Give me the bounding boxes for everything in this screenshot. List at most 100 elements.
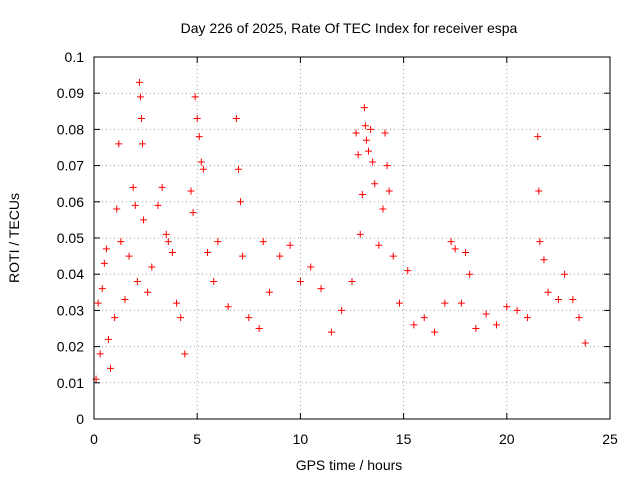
data-point <box>395 299 403 307</box>
data-point <box>356 230 364 238</box>
data-point <box>197 158 205 166</box>
data-point <box>148 263 156 271</box>
data-point <box>214 238 222 246</box>
data-point <box>296 277 304 285</box>
data-point <box>457 299 465 307</box>
data-point <box>133 277 141 285</box>
y-tick-label: 0.04 <box>57 266 84 282</box>
data-point <box>472 325 480 332</box>
y-tick-label: 0.01 <box>57 375 84 391</box>
data-point <box>389 252 397 260</box>
data-point <box>540 256 548 264</box>
data-point <box>385 187 393 195</box>
data-point <box>140 216 148 224</box>
data-point <box>191 93 199 101</box>
data-point <box>144 288 152 296</box>
data-point <box>381 129 389 137</box>
data-point <box>360 104 368 112</box>
data-point <box>447 238 455 246</box>
data-point <box>136 93 144 101</box>
data-point <box>115 140 123 148</box>
data-point <box>492 321 500 329</box>
data-point <box>338 306 346 314</box>
data-point <box>361 122 369 130</box>
data-point <box>462 248 470 256</box>
data-point <box>534 133 542 141</box>
data-point <box>234 165 242 173</box>
data-point <box>125 252 133 260</box>
data-point <box>255 325 263 332</box>
y-tick-label: 0.09 <box>57 85 84 101</box>
data-point <box>420 314 428 322</box>
data-point <box>121 296 129 304</box>
axis-ticks: 0 0.01 0.02 0.03 0.04 0.05 0.06 0.07 0.08 0.09 0.1… <box>57 49 618 447</box>
data-point <box>259 238 267 246</box>
data-point <box>513 306 521 314</box>
data-point <box>569 296 577 304</box>
y-tick-label: 0.03 <box>57 302 84 318</box>
data-point <box>348 277 356 285</box>
x-tick-label: 0 <box>90 431 98 447</box>
data-point <box>107 364 115 372</box>
data-point <box>375 241 383 249</box>
data-point <box>362 136 370 144</box>
data-point <box>154 201 162 209</box>
data-point <box>239 252 247 260</box>
data-point <box>265 288 273 296</box>
y-tick-label: 0.06 <box>57 194 84 210</box>
data-point <box>189 209 197 217</box>
y-tick-label: 0.07 <box>57 158 84 174</box>
data-point <box>503 303 511 311</box>
data-point <box>100 259 108 267</box>
data-point <box>327 328 335 336</box>
chart-title: Day 226 of 2025, Rate Of TEC Index for r… <box>181 20 518 36</box>
data-point <box>523 314 531 322</box>
data-point <box>129 183 137 191</box>
data-point <box>544 288 552 296</box>
data-point <box>245 314 253 322</box>
y-tick-label: 0.02 <box>57 339 84 355</box>
data-point <box>187 187 195 195</box>
data-point <box>358 191 366 199</box>
data-point <box>177 314 185 322</box>
data-point <box>232 115 240 123</box>
data-point <box>554 296 562 304</box>
data-point <box>135 78 143 86</box>
y-tick-label: 0 <box>76 411 84 427</box>
data-point <box>367 125 375 133</box>
x-tick-label: 15 <box>396 431 412 447</box>
data-point <box>224 303 232 311</box>
x-tick-label: 25 <box>602 431 618 447</box>
data-point <box>354 151 362 159</box>
data-point <box>441 299 449 307</box>
data-point <box>561 270 569 278</box>
data-point <box>193 115 201 123</box>
y-tick-label: 0.1 <box>65 49 85 65</box>
data-point <box>181 350 189 358</box>
y-axis-title: ROTI / TECUs <box>6 193 22 283</box>
data-point <box>482 310 490 318</box>
y-tick-label: 0.05 <box>57 230 84 246</box>
x-tick-label: 10 <box>293 431 309 447</box>
data-point <box>379 205 387 213</box>
data-point <box>404 267 412 275</box>
data-point <box>96 350 104 358</box>
data-point <box>98 285 106 293</box>
data-point <box>168 248 176 256</box>
data-point <box>117 238 125 246</box>
x-tick-label: 20 <box>499 431 515 447</box>
y-tick-label: 0.08 <box>57 121 84 137</box>
data-point <box>111 314 119 322</box>
data-point <box>104 335 112 343</box>
data-point <box>307 263 315 271</box>
data-point <box>317 285 325 293</box>
x-tick-label: 5 <box>193 431 201 447</box>
data-point <box>369 158 377 166</box>
data-point <box>158 183 166 191</box>
data-point <box>451 245 459 253</box>
data-point <box>139 140 147 148</box>
data-point <box>383 162 391 170</box>
data-point <box>286 241 294 249</box>
